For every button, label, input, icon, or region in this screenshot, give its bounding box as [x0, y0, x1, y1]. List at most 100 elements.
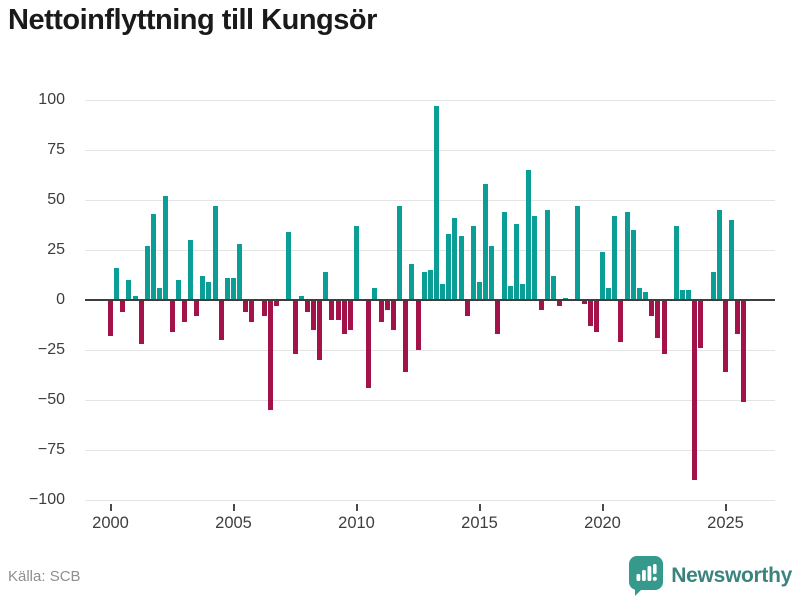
bar-negative: [243, 300, 249, 312]
bar-positive: [729, 220, 735, 300]
bar-positive: [114, 268, 120, 300]
bar-negative: [267, 300, 273, 410]
bar-negative: [329, 300, 335, 320]
bar-positive: [575, 206, 581, 300]
bar-negative: [593, 300, 599, 332]
grid-line: [85, 350, 775, 351]
bar-negative: [169, 300, 175, 332]
bar-negative: [249, 300, 255, 322]
bar-positive: [526, 170, 532, 300]
bar-negative: [335, 300, 341, 320]
bar-negative: [495, 300, 501, 334]
bar-negative: [261, 300, 267, 316]
grid-line: [85, 100, 775, 101]
bar-negative: [723, 300, 728, 372]
x-axis-label: 2000: [92, 514, 129, 532]
bar-positive: [151, 214, 157, 300]
bar-positive: [636, 288, 642, 300]
bar-positive: [600, 252, 605, 300]
bar-positive: [470, 226, 476, 300]
bar-positive: [624, 212, 630, 300]
bar-positive: [520, 284, 526, 300]
bar-positive: [458, 236, 464, 300]
bar-positive: [144, 246, 150, 300]
x-axis-label: 2020: [584, 514, 621, 532]
bar-positive: [231, 278, 236, 300]
bar-positive: [132, 296, 138, 300]
y-axis-label: −100: [28, 491, 65, 508]
bar-negative: [655, 300, 661, 338]
bar-negative: [581, 300, 587, 304]
bar-negative: [464, 300, 470, 316]
bar-negative: [218, 300, 224, 340]
bar-negative: [556, 300, 562, 306]
bar-negative: [310, 300, 316, 330]
bar-positive: [507, 286, 513, 300]
x-axis-label: 2010: [338, 514, 375, 532]
bar-negative: [618, 300, 624, 342]
page-title: Nettoinflyttning till Kungsör: [8, 4, 377, 36]
bar-positive: [224, 278, 230, 300]
bar-positive: [477, 282, 482, 300]
bar-positive: [452, 218, 458, 300]
bar-positive: [397, 206, 403, 300]
bar-negative: [317, 300, 323, 360]
grid-line: [85, 400, 775, 401]
bar-positive: [513, 224, 519, 300]
x-axis-tick: [724, 504, 727, 511]
x-axis-label: 2015: [461, 514, 498, 532]
bar-positive: [710, 272, 716, 300]
bar-negative: [120, 300, 126, 312]
y-axis-label: 75: [47, 141, 65, 158]
x-axis-tick: [478, 504, 481, 511]
y-axis-label: −25: [37, 341, 65, 358]
y-axis-label: 0: [56, 291, 65, 308]
bar-positive: [286, 232, 292, 300]
x-axis-tick: [109, 504, 112, 511]
grid-line: [85, 200, 775, 201]
bar-positive: [544, 210, 550, 300]
footer: Källa: SCB Newsworthy: [0, 552, 800, 600]
bar-positive: [421, 272, 427, 300]
bar-positive: [237, 244, 243, 300]
bar-positive: [163, 196, 169, 300]
bar-positive: [532, 216, 538, 300]
bar-negative: [692, 300, 698, 480]
bar-negative: [538, 300, 544, 310]
bar-positive: [354, 226, 359, 300]
bar-negative: [341, 300, 347, 334]
x-axis-label: 2005: [215, 514, 252, 532]
bar-positive: [427, 270, 433, 300]
grid-line: [85, 500, 775, 501]
bar-positive: [446, 234, 452, 300]
x-axis-tick: [232, 504, 235, 511]
bar-positive: [433, 106, 439, 300]
bar-positive: [673, 226, 679, 300]
bar-negative: [378, 300, 384, 322]
zero-axis-line: [85, 299, 775, 301]
bar-positive: [212, 206, 218, 300]
bar-positive: [175, 280, 181, 300]
bar-positive: [501, 212, 507, 300]
grid-line: [85, 250, 775, 251]
bar-negative: [194, 300, 200, 316]
newsworthy-chart-bubble-icon: [629, 556, 664, 596]
bar-negative: [390, 300, 396, 330]
bar-positive: [612, 216, 618, 300]
bar-negative: [661, 300, 667, 354]
bar-negative: [181, 300, 187, 322]
y-axis-label: −75: [37, 441, 65, 458]
bar-positive: [323, 272, 329, 300]
bar-positive: [606, 288, 612, 300]
bar-negative: [741, 300, 747, 402]
bar-positive: [686, 290, 692, 300]
x-axis-tick: [355, 504, 358, 511]
bar-positive: [157, 288, 163, 300]
bar-negative: [698, 300, 704, 348]
y-axis-label: 25: [47, 241, 65, 258]
bar-negative: [384, 300, 390, 310]
y-axis-label: 100: [38, 91, 65, 108]
bar-negative: [108, 300, 113, 336]
bar-negative: [649, 300, 655, 316]
